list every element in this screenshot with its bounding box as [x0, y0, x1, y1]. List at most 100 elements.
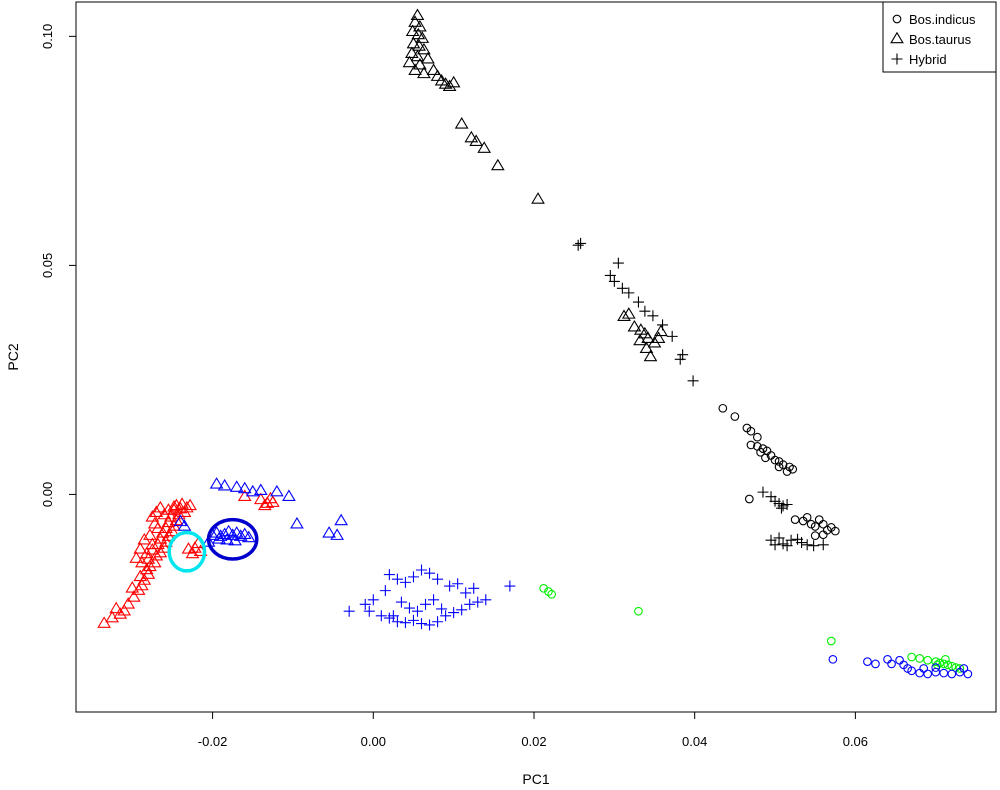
legend-label-taurus: Bos.taurus [909, 32, 972, 47]
data-point-circle [634, 606, 643, 616]
data-point-circle [963, 669, 973, 679]
data-point-triangle [446, 75, 461, 88]
data-point-plus [411, 605, 423, 617]
data-point-circle [774, 462, 784, 472]
data-point-plus [452, 578, 464, 590]
data-point-triangle [322, 526, 336, 538]
data-point-plus [468, 582, 480, 594]
data-point-triangle [643, 349, 658, 362]
y-tick-label: 0.10 [40, 24, 55, 49]
data-point-circle [746, 440, 756, 450]
x-tick-label: 0.04 [682, 734, 707, 749]
data-point-plus [416, 564, 428, 576]
data-point-plus [464, 598, 476, 610]
data-point-triangle [143, 528, 157, 540]
data-point-plus [403, 602, 415, 614]
data-point-circle [753, 432, 762, 442]
data-point-triangle [185, 546, 200, 559]
data-point-circle [756, 447, 765, 457]
data-point-triangle [426, 63, 441, 75]
data-point-triangle [405, 24, 420, 37]
data-point-triangle [253, 492, 268, 505]
data-point-plus [632, 296, 644, 308]
data-point-triangle [237, 481, 252, 494]
data-point-triangle [220, 532, 234, 545]
data-point-triangle [147, 516, 162, 529]
data-point-triangle [209, 477, 224, 489]
data-point-plus [647, 310, 659, 322]
data-point-triangle [229, 480, 244, 492]
data-point-plus [604, 269, 616, 281]
data-point-plus [448, 607, 460, 619]
data-point-plus [399, 576, 411, 588]
data-point-plus [757, 486, 769, 498]
data-point-triangle [410, 49, 425, 62]
data-point-circle [955, 664, 965, 673]
data-point-triangle [161, 503, 176, 515]
data-point-plus [407, 614, 419, 626]
data-point-circle [790, 515, 800, 524]
y-tick-label: 0.00 [40, 482, 55, 507]
data-point-triangle [151, 521, 165, 534]
data-point-plus [785, 534, 797, 546]
data-point-triangle [490, 158, 505, 171]
data-point-plus [343, 605, 355, 617]
data-point-triangle [121, 597, 136, 609]
data-points [97, 8, 973, 679]
data-point-triangle [125, 581, 140, 593]
data-point-circle [941, 654, 950, 664]
data-point-triangle [228, 533, 242, 546]
data-point-plus [666, 330, 678, 342]
data-point-circle [788, 464, 798, 474]
data-point-plus [444, 580, 456, 592]
y-tick-label: 0.05 [40, 253, 55, 278]
data-point-plus [460, 587, 472, 599]
data-point-triangle [147, 555, 162, 568]
data-point-plus [817, 539, 829, 551]
data-point-circle [915, 654, 925, 663]
data-point-plus [504, 580, 516, 592]
data-point-circle [907, 652, 916, 662]
data-point-circle [919, 664, 929, 673]
data-point-triangle [217, 478, 232, 491]
data-point-triangle [139, 546, 154, 559]
data-point-triangle [651, 331, 666, 343]
data-point-triangle [408, 15, 422, 27]
data-point-triangle [233, 529, 248, 541]
x-axis-label: PC1 [522, 771, 549, 787]
data-point-triangle [621, 307, 636, 319]
data-point-circle [744, 494, 754, 504]
data-point-circle [939, 659, 949, 669]
data-point-circle [761, 453, 770, 463]
data-point-triangle [169, 498, 184, 511]
data-point-triangle [159, 535, 173, 547]
data-point-circle [943, 660, 953, 670]
data-point-plus [612, 257, 624, 269]
data-point-circle [863, 657, 872, 666]
data-point-triangle [157, 541, 172, 553]
data-point-triangle [633, 333, 647, 346]
y-axis: 0.00 0.05 0.10 [40, 24, 76, 507]
data-point-triangle [531, 192, 545, 204]
data-point-triangle [133, 569, 148, 582]
data-point-triangle [464, 130, 479, 143]
data-point-triangle [241, 530, 256, 543]
data-point-triangle [153, 500, 168, 513]
legend-label-indicus: Bos.indicus [909, 12, 976, 27]
data-point-circle [923, 669, 933, 679]
legend-marker-triangle [890, 31, 904, 44]
data-point-triangle [417, 42, 431, 55]
data-point-triangle [253, 483, 268, 496]
data-point-triangle [406, 36, 421, 49]
data-point-plus [674, 353, 686, 365]
data-point-triangle [139, 562, 154, 575]
data-point-plus [399, 617, 411, 629]
data-point-plus [796, 537, 808, 549]
data-point-plus [608, 275, 620, 287]
y-axis-label: PC2 [5, 343, 21, 370]
data-point-plus [801, 539, 813, 551]
data-point-triangle [627, 319, 642, 332]
data-point-plus [616, 282, 628, 294]
data-point-triangle [290, 516, 304, 529]
highlight-ellipse [206, 517, 259, 561]
